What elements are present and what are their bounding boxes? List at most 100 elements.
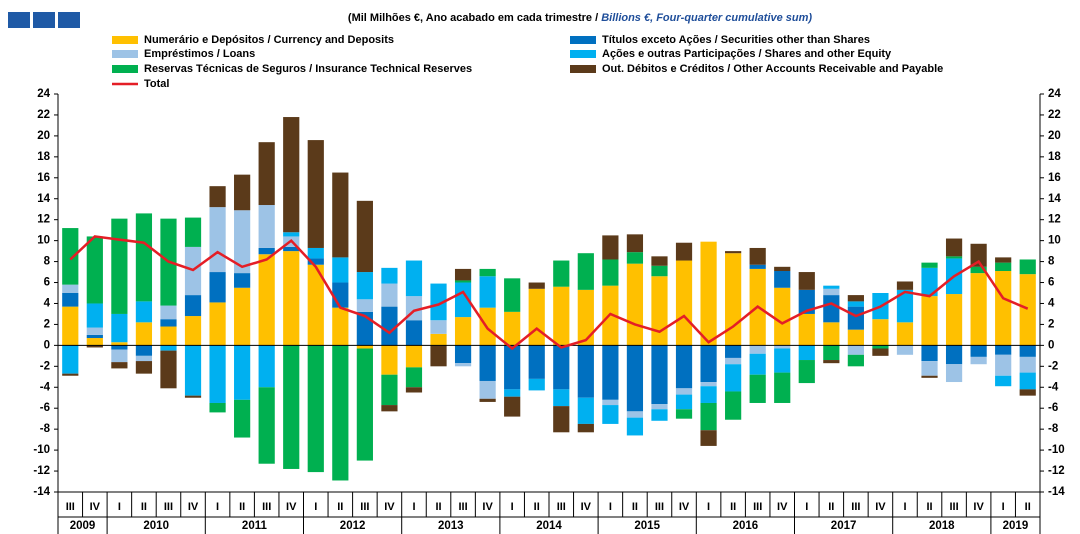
legend-swatch <box>570 65 596 73</box>
legend-label: Total <box>144 78 169 90</box>
bar-segment <box>504 345 521 390</box>
x-tick-label: I <box>118 501 121 513</box>
bar-segment <box>847 295 864 302</box>
year-label: 2014 <box>536 520 562 532</box>
bar-segment <box>307 258 324 265</box>
bar-segment <box>626 345 644 412</box>
bar-segment <box>945 345 963 365</box>
bar-segment <box>479 345 496 381</box>
year-label: 2015 <box>634 520 660 532</box>
bar-segment <box>160 350 177 389</box>
bar-segment <box>62 228 79 285</box>
x-tick-label: IV <box>875 501 886 513</box>
bar-segment <box>970 243 987 267</box>
bar-segment <box>823 322 840 346</box>
bar-segment <box>970 356 987 365</box>
bar-segment <box>896 322 914 346</box>
legend-label: Reservas Técnicas de Seguros / Insurance… <box>144 63 472 75</box>
bar-segment <box>209 302 226 346</box>
bar-segment <box>725 345 742 358</box>
bar-segment <box>234 345 251 400</box>
bar-segment <box>528 345 545 379</box>
bar-segment <box>160 345 177 351</box>
bar-segment <box>896 281 914 290</box>
bar-segment <box>823 345 840 361</box>
x-tick-label: IV <box>188 501 199 513</box>
bar-segment <box>675 242 693 261</box>
bar-segment <box>454 317 472 346</box>
y-tick-label: 14 <box>1048 193 1061 205</box>
bar-segment <box>430 333 447 346</box>
bar-segment <box>896 289 914 323</box>
y-tick-label: -10 <box>33 444 50 456</box>
bar-segment <box>258 345 275 388</box>
bar-segment <box>356 299 373 312</box>
legend-swatch <box>570 50 596 58</box>
bar-segment <box>774 271 791 288</box>
logo <box>8 12 30 28</box>
year-label: 2011 <box>242 520 268 532</box>
title-pt: (Mil Milhões €, Ano acabado em cada trim… <box>348 12 601 24</box>
bar-segment <box>454 268 472 281</box>
x-tick-label: I <box>609 501 612 513</box>
legend-label: Numerário e Depósitos / Currency and Dep… <box>144 34 394 46</box>
bar-segment <box>234 174 251 211</box>
y-tick-label: 8 <box>1048 256 1055 268</box>
bar-segment <box>528 288 545 346</box>
year-label: 2018 <box>929 520 955 532</box>
bar-segment <box>626 263 644 346</box>
bar-segment <box>479 398 496 402</box>
bar-segment <box>234 273 251 288</box>
bar-segment <box>258 387 275 464</box>
bar-segment <box>86 345 103 348</box>
bar-segment <box>135 361 153 374</box>
y-tick-label: -14 <box>1048 486 1065 498</box>
bar-segment <box>430 320 447 334</box>
bar-segment <box>454 345 472 364</box>
x-tick-label: III <box>66 501 75 513</box>
bar-segment <box>847 301 864 307</box>
bar-segment <box>234 210 251 274</box>
bar-segment <box>111 342 128 346</box>
bar-segment <box>651 276 668 346</box>
bar-segment <box>602 259 619 286</box>
bar-segment <box>577 253 594 290</box>
bar-segment <box>283 117 300 233</box>
bar-segment <box>307 264 324 346</box>
bar-segment <box>700 402 717 431</box>
y-tick-label: 10 <box>1048 235 1061 247</box>
bar-segment <box>626 234 644 253</box>
bar-segment <box>675 260 693 346</box>
bar-segment <box>86 236 103 304</box>
bar-segment <box>626 252 644 264</box>
x-tick-label: IV <box>777 501 788 513</box>
bar-segment <box>626 411 644 418</box>
bar-segment <box>1019 274 1036 346</box>
bar-segment <box>700 345 717 383</box>
bar-segment <box>209 186 226 208</box>
bar-segment <box>749 264 766 269</box>
y-tick-label: -2 <box>1048 360 1058 372</box>
year-label: 2009 <box>70 520 96 532</box>
bar-segment <box>356 348 373 461</box>
y-tick-label: -6 <box>1048 402 1058 414</box>
bar-segment <box>602 345 619 400</box>
bar-segment <box>725 357 742 365</box>
logo <box>58 12 80 28</box>
y-tick-label: 24 <box>1048 88 1061 100</box>
legend-label: Out. Débitos e Créditos / Other Accounts… <box>602 63 943 75</box>
x-tick-label: III <box>458 501 467 513</box>
x-tick-label: IV <box>286 501 297 513</box>
y-tick-label: 22 <box>1048 109 1061 121</box>
bar-segment <box>823 288 840 296</box>
bar-segment <box>1019 389 1036 396</box>
x-tick-label: II <box>1025 501 1031 513</box>
y-tick-label: -12 <box>33 465 50 477</box>
bar-segment <box>332 307 349 346</box>
y-tick-label: 18 <box>37 151 50 163</box>
bar-segment <box>945 294 963 346</box>
x-tick-label: I <box>1002 501 1005 513</box>
bar-segment <box>184 316 202 346</box>
bar-segment <box>1019 345 1036 357</box>
